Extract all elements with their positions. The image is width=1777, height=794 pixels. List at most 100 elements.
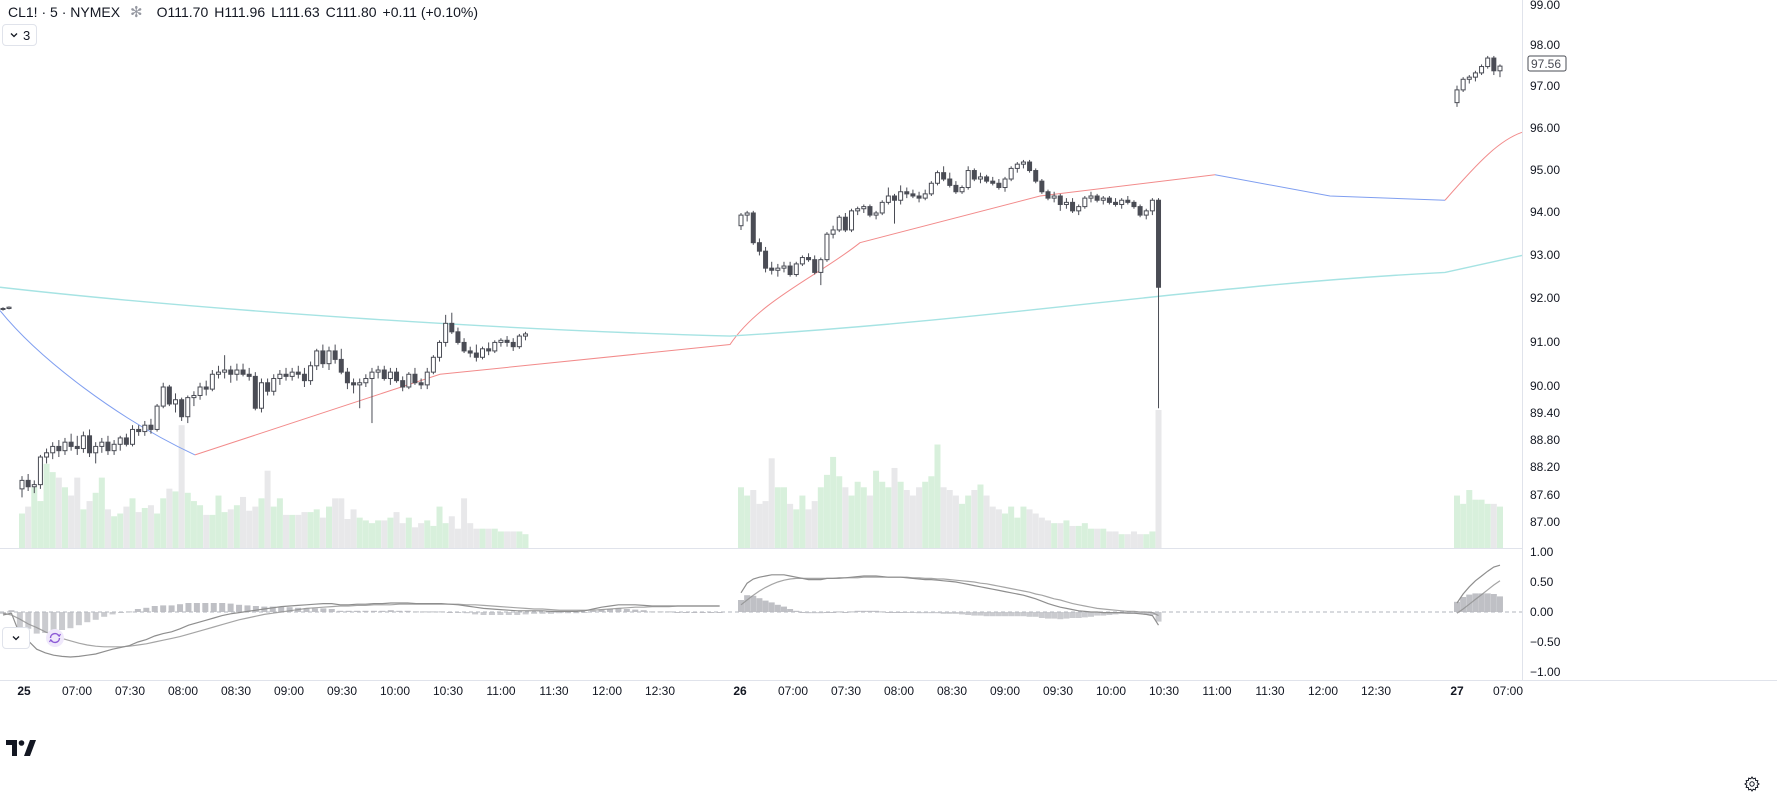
volume-bar <box>454 528 461 548</box>
volume-bar <box>344 519 351 548</box>
volume-bar <box>55 477 62 548</box>
macd-histogram-bar <box>286 607 293 612</box>
volume-bar <box>830 456 837 548</box>
volume-bar <box>1460 503 1467 548</box>
volume-bar <box>418 523 425 548</box>
macd-histogram-bar <box>817 612 824 614</box>
candle-body <box>1076 206 1082 212</box>
time-axis-label: 11:30 <box>1255 684 1284 698</box>
candle-body <box>1119 199 1125 205</box>
macd-histogram-bar <box>682 612 689 613</box>
volume-bar <box>1124 534 1131 548</box>
candle-body <box>455 331 461 343</box>
last-price-value: 97.56 <box>1531 57 1561 71</box>
volume-bar <box>381 520 388 548</box>
volume-bar <box>203 514 210 548</box>
volume-bar <box>86 501 93 548</box>
candle-body <box>1094 195 1100 201</box>
candle-body <box>258 382 264 409</box>
volume-bar <box>246 510 253 548</box>
candle-body <box>62 441 68 452</box>
volume-bar <box>1155 410 1162 548</box>
candle-body <box>179 399 185 418</box>
candle-body <box>892 195 897 201</box>
volume-bar <box>1038 517 1045 548</box>
macd-histogram-bar <box>556 612 563 614</box>
candle-body <box>338 358 344 373</box>
candle-body <box>326 350 332 365</box>
candle-body <box>1137 206 1143 216</box>
candle-body <box>271 378 277 392</box>
macd-histogram-bar <box>823 612 830 613</box>
gear-icon[interactable] <box>1744 776 1760 792</box>
macd-histogram-bar <box>354 610 361 612</box>
macd-histogram-bar <box>33 612 40 634</box>
axes: 99.00 98.00 97.00 96.00 95.00 94.00 93.00 92.00… <box>17 0 1567 698</box>
candle-body <box>87 435 93 454</box>
macd-pane-toggle[interactable] <box>2 627 30 649</box>
time-axis-label: 11:30 <box>539 684 568 698</box>
volume-bar <box>295 514 302 548</box>
macd-histogram-bar <box>1008 612 1015 617</box>
candle-body <box>1020 161 1026 165</box>
macd-histogram-bar <box>421 611 428 613</box>
macd-histogram-bar <box>768 602 775 612</box>
volume-bar <box>1100 528 1107 548</box>
candle-body <box>836 216 842 231</box>
volume-bar <box>738 487 744 548</box>
macd-axis-label: −1.00 <box>1530 665 1561 679</box>
candle-body <box>1460 78 1466 91</box>
tradingview-logo-icon[interactable] <box>6 740 36 756</box>
candle-body <box>516 335 522 348</box>
price-axis-label: 95.00 <box>1530 163 1560 177</box>
volume-bar <box>510 531 517 548</box>
time-axis-label: 11:00 <box>486 684 515 698</box>
candle-body <box>799 257 805 265</box>
macd-histogram-bar <box>691 612 698 613</box>
candle-body <box>117 437 123 445</box>
candle-body <box>314 350 320 367</box>
macd-histogram-bar <box>989 612 996 617</box>
volume-bar <box>1454 495 1460 548</box>
candle-body <box>934 172 940 184</box>
volume-bar <box>952 495 959 548</box>
candle-body <box>1472 72 1478 78</box>
candle-body <box>240 369 246 375</box>
price-axis-label: 88.20 <box>1530 460 1560 474</box>
candle-body <box>855 208 861 212</box>
macd-histogram-bar <box>362 610 369 612</box>
macd-line <box>1456 564 1501 604</box>
macd-histogram-bar <box>762 600 769 612</box>
macd-histogram-bar <box>805 612 812 614</box>
volume-bar <box>756 503 763 548</box>
candle-body <box>111 443 117 452</box>
candle-body <box>818 259 824 273</box>
macd-histogram-bar <box>674 612 681 613</box>
volume-bar <box>123 506 130 548</box>
candle-body <box>68 441 74 447</box>
candle-body <box>984 176 990 182</box>
volume-bar <box>68 495 75 548</box>
macd-histogram-bar <box>1155 612 1162 622</box>
volume-bar <box>387 517 394 548</box>
symbol-title[interactable]: CL1! · 5 · NYMEX <box>8 4 121 20</box>
volume-bar <box>1008 506 1015 548</box>
candle-body <box>406 373 412 388</box>
volume-bar <box>49 472 56 548</box>
macd-histogram-bar <box>1106 612 1113 615</box>
macd-histogram-bar <box>1051 612 1058 619</box>
sync-icon[interactable] <box>45 628 65 648</box>
candle-body <box>215 371 221 375</box>
macd-histogram-bar <box>916 612 923 614</box>
volume-bar <box>479 528 486 548</box>
candle-body <box>369 371 375 380</box>
volume-bar <box>750 490 757 548</box>
macd-histogram-bar <box>455 612 462 613</box>
volume-bar <box>940 487 947 548</box>
indicators-toggle[interactable]: 3 <box>2 24 38 46</box>
volume-bar <box>1057 523 1064 548</box>
price-axis-label: 87.60 <box>1530 488 1560 502</box>
candle-body <box>1014 163 1020 169</box>
volume-bar <box>842 487 849 548</box>
